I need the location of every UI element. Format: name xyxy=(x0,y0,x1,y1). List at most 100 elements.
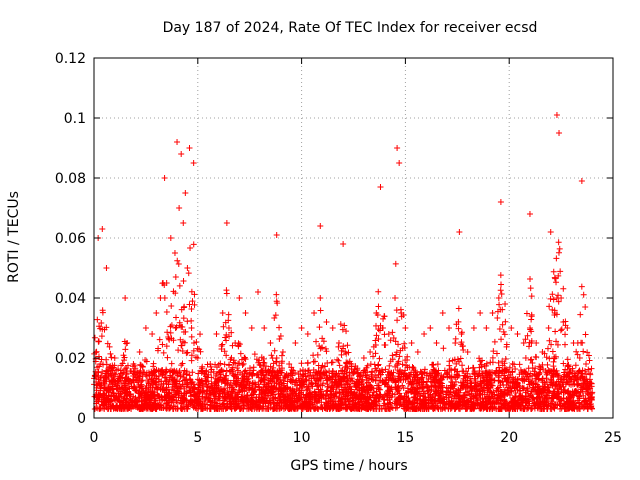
data-point xyxy=(385,390,392,397)
data-point xyxy=(558,376,565,383)
data-point xyxy=(117,379,124,385)
data-point xyxy=(424,370,431,377)
data-point xyxy=(278,352,285,359)
data-point xyxy=(193,397,200,404)
data-point xyxy=(237,396,244,403)
data-point xyxy=(199,387,206,394)
data-point xyxy=(223,287,230,294)
y-ticks: 00.020.040.060.080.10.12 xyxy=(55,51,613,427)
data-point xyxy=(551,355,558,362)
data-point xyxy=(292,381,299,388)
data-point xyxy=(529,395,536,402)
data-point xyxy=(168,386,175,393)
data-point xyxy=(139,363,146,370)
data-point xyxy=(138,393,145,400)
data-point xyxy=(555,239,562,246)
data-point xyxy=(502,356,509,363)
data-point xyxy=(414,385,421,392)
data-point xyxy=(455,305,462,312)
data-point xyxy=(494,315,501,322)
data-point xyxy=(477,310,484,316)
data-point xyxy=(272,394,279,401)
data-point xyxy=(401,340,408,347)
data-point xyxy=(249,372,256,379)
data-point xyxy=(543,392,550,399)
data-point xyxy=(460,375,467,382)
data-point xyxy=(511,397,518,404)
data-point xyxy=(199,367,206,374)
data-point xyxy=(161,392,168,399)
data-point xyxy=(235,343,242,350)
data-point xyxy=(534,405,541,412)
data-point xyxy=(262,363,269,370)
data-point xyxy=(468,405,475,412)
data-point xyxy=(481,374,488,381)
data-point xyxy=(295,397,302,404)
data-point xyxy=(137,405,144,412)
data-point xyxy=(234,365,241,372)
data-point xyxy=(373,332,380,339)
data-point xyxy=(580,383,587,390)
data-point xyxy=(178,390,185,397)
data-point xyxy=(578,178,585,184)
data-point xyxy=(206,389,213,396)
data-point xyxy=(171,381,178,388)
data-point xyxy=(535,371,542,378)
data-point xyxy=(266,397,273,404)
data-point xyxy=(551,401,558,408)
data-point xyxy=(223,220,230,226)
data-point xyxy=(432,367,439,374)
data-point xyxy=(532,401,539,408)
data-point xyxy=(404,397,411,404)
data-point xyxy=(531,400,538,407)
x-tick-label: 0 xyxy=(90,430,99,446)
data-point xyxy=(153,381,160,388)
data-point xyxy=(449,357,456,364)
data-point xyxy=(376,391,383,398)
data-point xyxy=(565,404,572,411)
data-point xyxy=(474,397,481,404)
data-point xyxy=(469,386,476,393)
data-point xyxy=(562,331,569,338)
data-point xyxy=(558,295,565,301)
data-point xyxy=(261,376,268,383)
data-point xyxy=(547,229,554,235)
data-point xyxy=(235,383,242,390)
data-point xyxy=(475,372,482,379)
data-point xyxy=(522,389,529,396)
data-point xyxy=(119,369,126,376)
data-point xyxy=(259,369,266,376)
data-point xyxy=(564,401,571,408)
data-point xyxy=(93,387,100,394)
data-point xyxy=(452,335,459,342)
data-point xyxy=(227,382,234,389)
data-point xyxy=(123,364,130,371)
data-point xyxy=(273,298,280,305)
data-point xyxy=(171,250,178,256)
data-point xyxy=(203,390,210,397)
data-point xyxy=(213,331,220,337)
data-point xyxy=(359,387,366,394)
y-tick-label: 0.04 xyxy=(55,291,86,307)
data-point xyxy=(454,368,461,375)
data-point xyxy=(373,367,380,374)
data-point xyxy=(335,343,342,350)
data-point xyxy=(223,331,230,338)
data-point xyxy=(288,367,295,374)
data-point xyxy=(188,392,195,399)
data-point xyxy=(338,375,345,382)
data-point xyxy=(479,387,486,394)
data-point xyxy=(185,400,192,407)
data-point xyxy=(388,404,395,411)
data-point xyxy=(204,374,211,381)
data-point xyxy=(404,389,411,396)
data-point xyxy=(388,376,395,383)
data-point xyxy=(439,310,446,316)
x-tick-label: 10 xyxy=(293,430,311,446)
data-point xyxy=(246,371,253,378)
data-point xyxy=(497,382,504,389)
data-point xyxy=(191,385,198,392)
data-point xyxy=(178,306,185,313)
data-point xyxy=(375,303,382,310)
x-tick-label: 15 xyxy=(396,430,414,446)
